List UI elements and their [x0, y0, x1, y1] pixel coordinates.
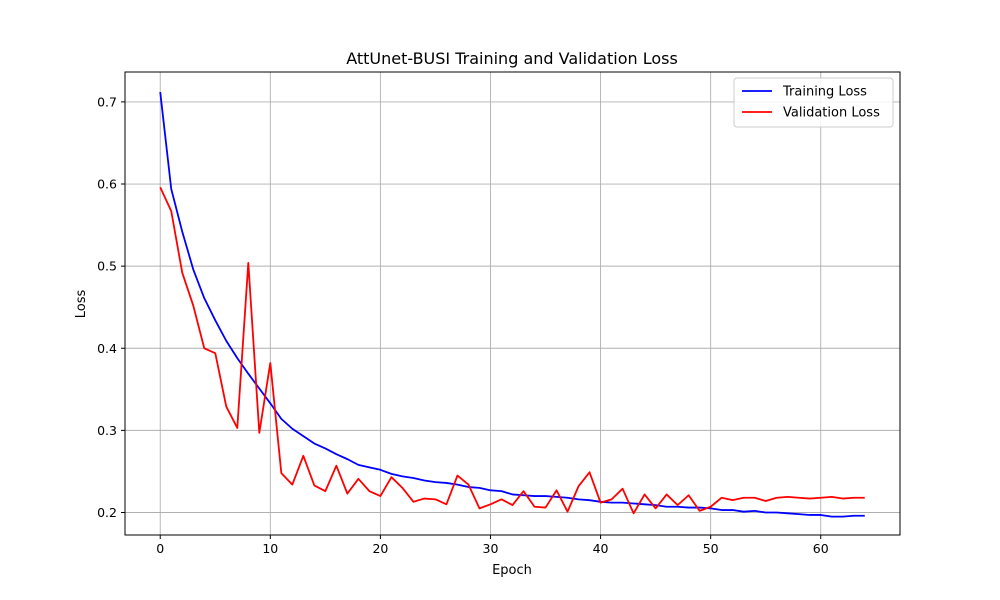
- grid: [125, 72, 900, 535]
- y-tick-label: 0.6: [97, 177, 117, 192]
- x-axis-label: Epoch: [492, 563, 532, 578]
- x-tick-label: 30: [483, 541, 499, 556]
- y-tick-label: 0.7: [97, 94, 117, 109]
- y-tick-label: 0.4: [97, 341, 117, 356]
- training-loss-line: [159, 91, 865, 518]
- y-tick-label: 0.3: [97, 423, 117, 438]
- x-axis-ticks: 0 10 20 30 40 50 60: [156, 535, 829, 556]
- series-group: [159, 91, 865, 518]
- y-tick-label: 0.2: [97, 505, 117, 520]
- chart-title: AttUnet-BUSI Training and Validation Los…: [346, 49, 678, 68]
- x-tick-label: 60: [813, 541, 829, 556]
- legend-box: [733, 77, 894, 128]
- y-axis-label: Loss: [74, 290, 89, 319]
- x-tick-label: 40: [593, 541, 609, 556]
- plot-frame: [124, 71, 901, 536]
- x-tick-label: 50: [703, 541, 719, 556]
- legend: Training Loss Validation Loss: [733, 77, 894, 128]
- x-tick-label: 10: [262, 541, 278, 556]
- legend-label-training-loss: Training Loss: [782, 85, 867, 100]
- x-tick-label: 20: [372, 541, 388, 556]
- x-tick-label: 0: [156, 541, 164, 556]
- y-tick-label: 0.5: [97, 259, 117, 274]
- validation-loss-line: [159, 186, 865, 515]
- legend-label-validation-loss: Validation Loss: [783, 106, 880, 121]
- y-axis-ticks: 0.2 0.3 0.4 0.5 0.6 0.7: [97, 94, 125, 520]
